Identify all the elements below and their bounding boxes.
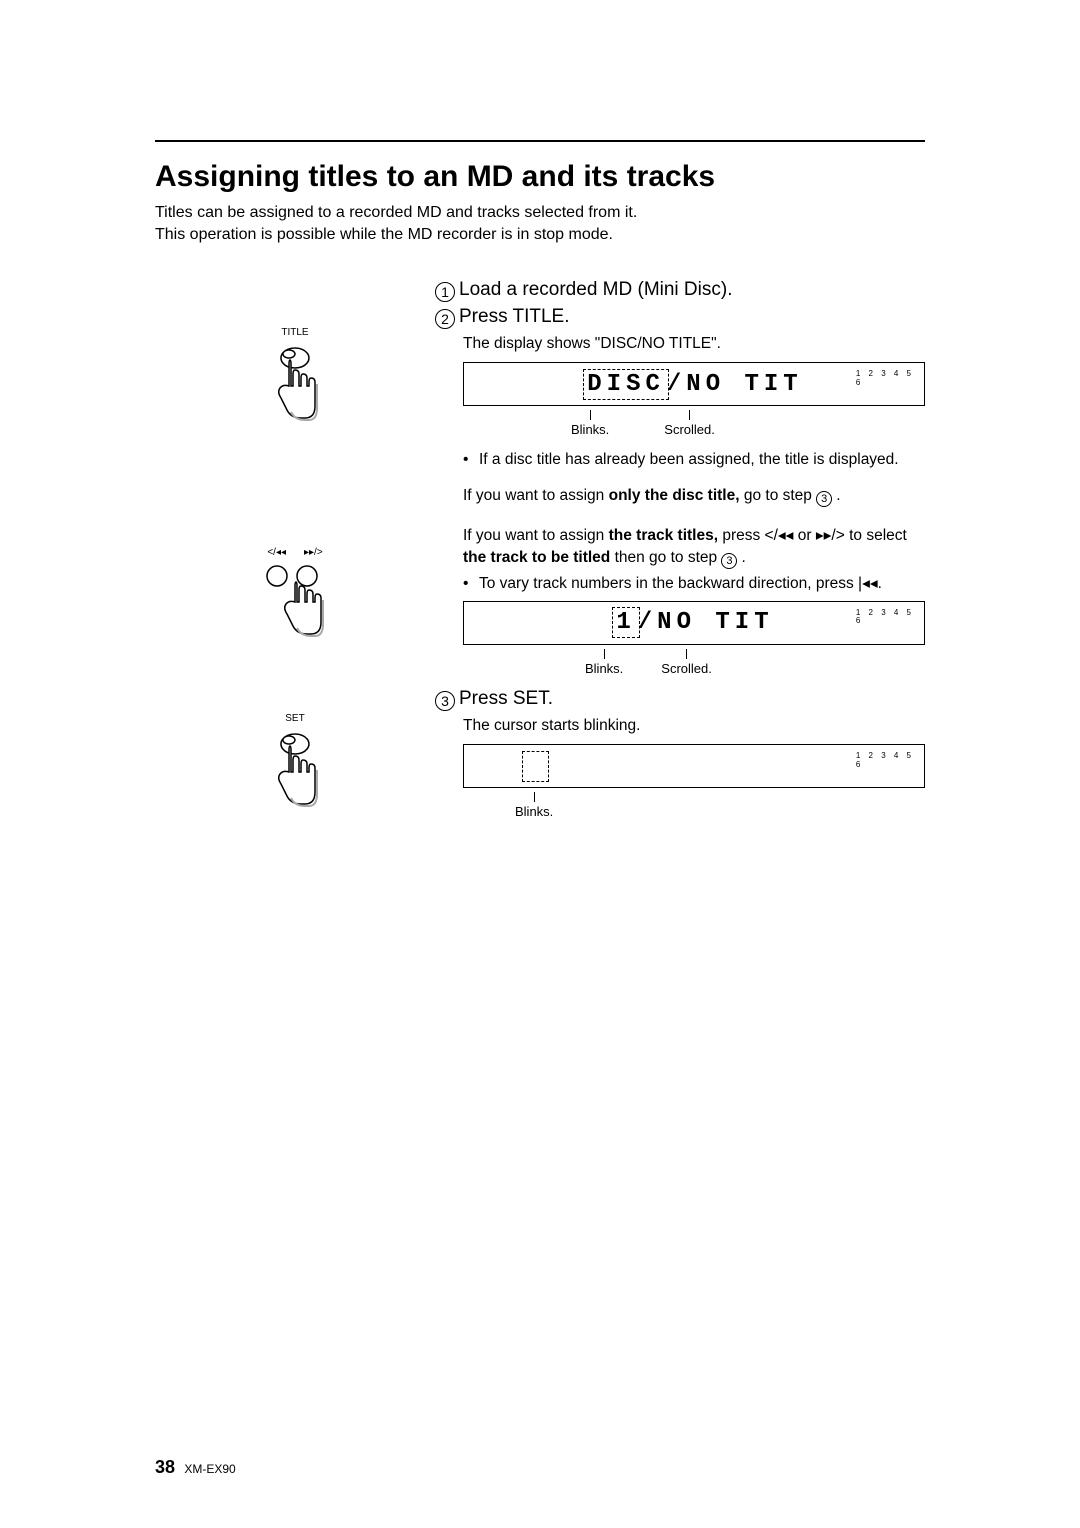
step-1-text: Load a recorded MD (Mini Disc). <box>459 279 732 300</box>
lcd-2-rest: /NO TIT <box>638 609 774 636</box>
vary-backward-text: To vary track numbers in the backward di… <box>479 573 882 595</box>
lcd-disc-numbers: 1 2 3 4 5 6 <box>856 370 914 388</box>
lcd-3-text <box>524 753 547 780</box>
condition-disc-title: If you want to assign only the disc titl… <box>463 485 925 507</box>
page-title: Assigning titles to an MD and its tracks <box>155 160 925 194</box>
page-number: 38 <box>155 1457 175 1477</box>
title-button-label: TITLE <box>265 327 325 338</box>
prev-next-labels: </◂◂ ▸▸/> <box>255 547 335 558</box>
step-2-bullet: • If a disc title has already been assig… <box>463 449 925 471</box>
step-3-number: 3 <box>435 691 455 711</box>
lcd-1-annotations: Blinks. Scrolled. <box>463 410 925 437</box>
step-2-bullet-text: If a disc title has already been assigne… <box>479 449 899 471</box>
lcd-1-blinking: DISC <box>585 371 667 398</box>
step-3: 3Press SET. <box>435 688 925 711</box>
lcd-3-annotations: Blinks. <box>463 792 925 819</box>
lcd-display-1: DISC/NO TIT 1 2 3 4 5 6 <box>463 362 925 406</box>
lcd-1-rest: /NO TIT <box>667 371 803 398</box>
intro-line-2: This operation is possible while the MD … <box>155 226 613 243</box>
lcd-1-text: DISC/NO TIT <box>585 371 802 398</box>
intro-text: Titles can be assigned to a recorded MD … <box>155 202 925 247</box>
lcd-disc-numbers-2: 1 2 3 4 5 6 <box>856 609 914 627</box>
step-2: 2Press TITLE. <box>435 306 925 329</box>
title-button-illustration: TITLE <box>265 327 325 427</box>
step-2-subtext: The display shows "DISC/NO TITLE". <box>463 333 925 355</box>
hand-press-icon <box>265 342 325 422</box>
lcd-3-cursor <box>524 753 547 780</box>
lcd-2-annotations: Blinks. Scrolled. <box>463 649 925 676</box>
condition-track-titles: If you want to assign the track titles, … <box>463 525 925 569</box>
step-3-subtext: The cursor starts blinking. <box>463 715 925 737</box>
lcd-display-2: 1/NO TIT 1 2 3 4 5 6 <box>463 601 925 645</box>
step-1-number: 1 <box>435 282 455 302</box>
right-content-column: 1Load a recorded MD (Mini Disc). 2Press … <box>435 279 925 831</box>
circled-3-ref-2: 3 <box>721 553 737 569</box>
lcd-2-text: 1/NO TIT <box>614 609 773 636</box>
lcd-display-3: 1 2 3 4 5 6 <box>463 744 925 788</box>
annot-blinks-2: Blinks. <box>585 649 623 676</box>
page-footer: 38 XM-EX90 <box>155 1457 236 1478</box>
annot-blinks-3: Blinks. <box>515 792 553 819</box>
content-columns: TITLE </◂◂ ▸▸/> SET <box>155 279 925 863</box>
step-2-number: 2 <box>435 309 455 329</box>
annot-blinks-1: Blinks. <box>571 410 609 437</box>
lcd-2-blinking: 1 <box>614 609 637 636</box>
step-1: 1Load a recorded MD (Mini Disc). <box>435 279 925 302</box>
annot-scrolled-1: Scrolled. <box>664 410 715 437</box>
prev-next-illustration: </◂◂ ▸▸/> <box>255 547 335 643</box>
left-icon-column: TITLE </◂◂ ▸▸/> SET <box>155 279 435 863</box>
hand-press-two-icon <box>255 558 335 638</box>
next-label: ▸▸/> <box>304 547 323 558</box>
prev-label: </◂◂ <box>267 547 286 558</box>
intro-line-1: Titles can be assigned to a recorded MD … <box>155 204 637 221</box>
step-2-text: Press TITLE. <box>459 306 570 327</box>
step-3-text: Press SET. <box>459 688 553 709</box>
set-button-label: SET <box>265 713 325 724</box>
model-number: XM-EX90 <box>184 1462 235 1476</box>
vary-backward-bullet: • To vary track numbers in the backward … <box>463 573 925 595</box>
circled-3-ref-1: 3 <box>816 491 832 507</box>
hand-press-set-icon <box>265 728 325 808</box>
annot-scrolled-2: Scrolled. <box>661 649 712 676</box>
horizontal-rule <box>155 140 925 142</box>
set-button-illustration: SET <box>265 713 325 813</box>
lcd-disc-numbers-3: 1 2 3 4 5 6 <box>856 752 914 770</box>
